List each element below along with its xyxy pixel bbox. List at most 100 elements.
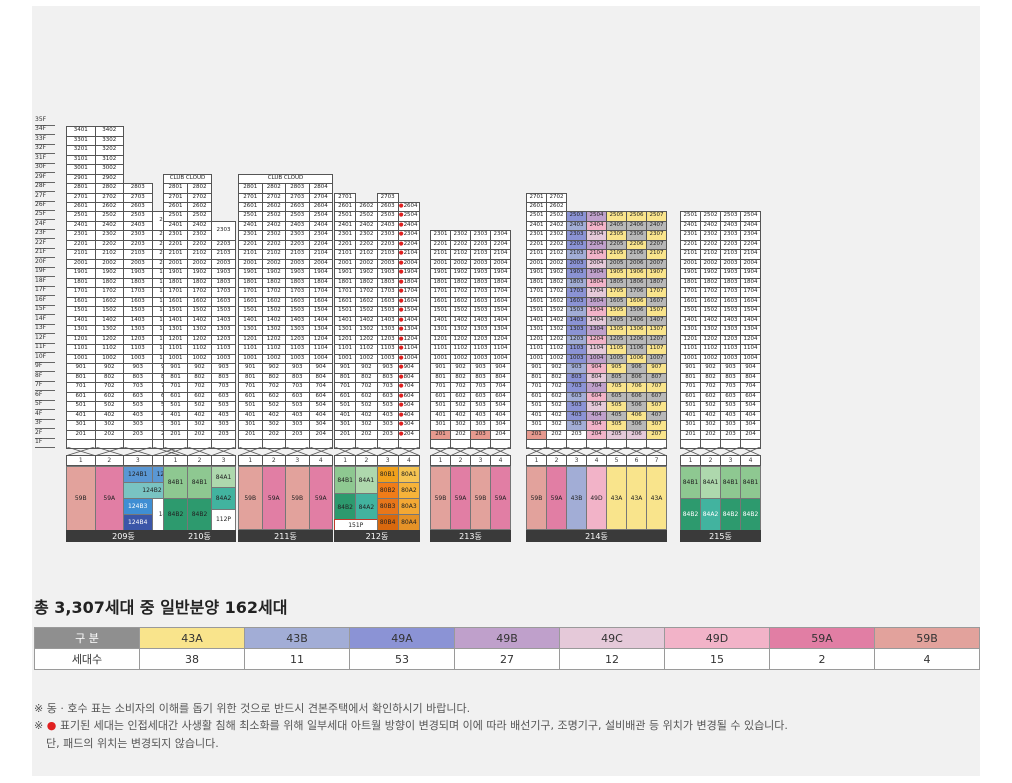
unit-cell: 604 xyxy=(308,391,333,403)
unit-cell: 901 xyxy=(66,363,96,374)
unit-cell: ●2204 xyxy=(397,239,420,251)
red-dot-icon: ● xyxy=(398,430,404,437)
unit-cell: 702 xyxy=(700,382,721,393)
unit-cell: 1401 xyxy=(680,315,701,327)
count-row: 세대수 38 11 53 27 12 15 2 4 xyxy=(34,648,980,670)
unit-cell: 402 xyxy=(187,410,212,422)
type-box: 84B1 xyxy=(720,466,741,499)
unit-cell: 701 xyxy=(680,382,701,393)
red-dot-icon: ● xyxy=(398,250,404,257)
unit-cell: 2601 xyxy=(163,202,188,213)
unit-cell: 2301 xyxy=(526,230,547,241)
unit-cell: 2301 xyxy=(680,230,701,241)
unit-cell: 2103 xyxy=(211,249,236,260)
unit-cell: 801 xyxy=(430,372,451,384)
unit-cell: 1002 xyxy=(355,353,378,365)
type-box: 124B4 xyxy=(123,514,153,531)
unit-cell: 403 xyxy=(123,410,153,422)
unit-cell: 1801 xyxy=(66,277,96,289)
unit-cell: 1702 xyxy=(355,287,378,298)
type-box: 80B1 xyxy=(376,466,399,483)
unit-cell: 2602 xyxy=(546,202,567,213)
unit-cell: 2007 xyxy=(646,258,667,270)
unit-cell: 2203 xyxy=(720,239,741,251)
type-box: 59A xyxy=(450,466,471,530)
unit-cell: 1302 xyxy=(94,325,124,336)
unit-cell: 1802 xyxy=(94,277,124,289)
pilotis-cell xyxy=(238,439,263,449)
unit-cell: 1303 xyxy=(211,325,236,336)
unit-cell: 1304 xyxy=(308,325,333,336)
unit-cell: 1704 xyxy=(586,287,607,298)
pilotis-cell xyxy=(586,439,607,449)
pilotis-cell xyxy=(680,439,701,449)
unit-cell: 1903 xyxy=(376,268,399,279)
unit-cell: 1004 xyxy=(586,353,607,365)
unit-cell: ●704 xyxy=(397,382,420,393)
unit-cell: 1903 xyxy=(566,268,587,279)
type-box: 84B2 xyxy=(740,498,761,531)
unit-cell: 1001 xyxy=(430,353,451,365)
unit-cell: 1703 xyxy=(123,287,153,298)
unit-cell: 906 xyxy=(626,363,647,374)
unit-cell: 2101 xyxy=(163,249,188,260)
unit-cell: 501 xyxy=(334,401,357,412)
unit-cell: 1002 xyxy=(546,353,567,365)
unit-cell: 1701 xyxy=(334,287,357,298)
type-box: 80A2 xyxy=(397,482,420,499)
unit-cell: 2206 xyxy=(626,239,647,251)
unit-cell: 2403 xyxy=(376,220,399,232)
unit-cell: 1703 xyxy=(566,287,587,298)
unit-cell: 704 xyxy=(586,382,607,393)
unit-cell: 1202 xyxy=(700,334,721,346)
floor-label: 31F xyxy=(35,154,55,164)
unit-cell: 2201 xyxy=(680,239,701,251)
unit-cell: 2601 xyxy=(238,202,263,213)
unit-cell: 2303 xyxy=(123,230,153,241)
cross-icon xyxy=(212,447,235,455)
unit-cell: 303 xyxy=(566,420,587,431)
unit-cell: 2403 xyxy=(566,220,587,232)
unit-cell: 1403 xyxy=(720,315,741,327)
unit-cell: 3102 xyxy=(94,154,124,166)
unit-cell: 1807 xyxy=(646,277,667,289)
unit-cell: 303 xyxy=(470,420,491,431)
unit-cell: 1403 xyxy=(123,315,153,327)
unit-cell: 504 xyxy=(740,401,761,412)
unit-cell: 1104 xyxy=(490,344,511,355)
unit-cell: 1704 xyxy=(490,287,511,298)
unit-cell: 1001 xyxy=(238,353,263,365)
unit-cell: 1901 xyxy=(334,268,357,279)
unit-cell: 602 xyxy=(94,391,124,403)
unit-cell: 1604 xyxy=(586,296,607,308)
unit-cell: 1103 xyxy=(211,344,236,355)
unit-cell: 2303 xyxy=(285,230,310,241)
unit-cell: 502 xyxy=(355,401,378,412)
unit-cell: 1202 xyxy=(450,334,471,346)
unit-cell: 1001 xyxy=(334,353,357,365)
unit-cell: 802 xyxy=(261,372,286,384)
unit-cell: 1202 xyxy=(261,334,286,346)
unit-cell: 303 xyxy=(285,420,310,431)
unit-cell: 503 xyxy=(566,401,587,412)
unit-cell: 2105 xyxy=(606,249,627,260)
unit-cell: 1403 xyxy=(211,315,236,327)
unit-cell: 1403 xyxy=(566,315,587,327)
unit-cell: 907 xyxy=(646,363,667,374)
unit-cell: 2002 xyxy=(261,258,286,270)
note-3: 단, 패드의 위치는 변경되지 않습니다. xyxy=(46,737,219,750)
floor-label: 15F xyxy=(35,305,55,316)
unit-cell: 2203 xyxy=(470,239,491,251)
unit-cell: 2002 xyxy=(546,258,567,270)
unit-cell: 1103 xyxy=(470,344,491,355)
unit-cell: 1401 xyxy=(526,315,547,327)
unit-cell: 2203 xyxy=(376,239,399,251)
unit-number: 6 xyxy=(626,455,647,466)
unit-cell: 1302 xyxy=(187,325,212,336)
unit-cell: 1103 xyxy=(123,344,153,355)
unit-cell: 2003 xyxy=(211,258,236,270)
unit-cell: 1905 xyxy=(606,268,627,279)
unit-cell: 2201 xyxy=(163,239,188,251)
note-2: ※ ● 표기된 세대는 인접세대간 사생활 침해 최소화를 위해 일부세대 아트… xyxy=(34,719,788,733)
cross-icon xyxy=(681,447,700,455)
